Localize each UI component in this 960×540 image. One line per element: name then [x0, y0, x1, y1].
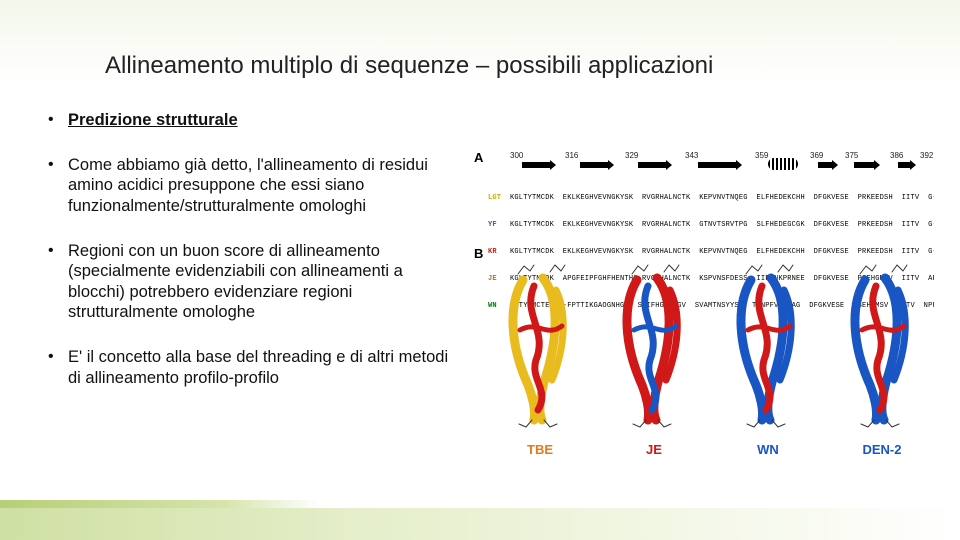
- footer-band: [0, 508, 960, 540]
- bullet-4-text: E' il concetto alla base del threading e…: [68, 348, 448, 387]
- beta-arrow-icon: [898, 160, 916, 170]
- ss-num: 329: [625, 151, 638, 160]
- slide-title: Allineamento multiplo di sequenze – poss…: [105, 52, 713, 80]
- beta-arrow-icon: [818, 160, 838, 170]
- protein-je: [602, 260, 706, 430]
- beta-arrow-icon: [854, 160, 880, 170]
- protein-label-je: JE: [602, 442, 706, 457]
- protein-ribbon: [488, 260, 592, 430]
- ss-num: 392: [920, 151, 933, 160]
- protein-label-wn: WN: [716, 442, 820, 457]
- aln-row: LGTKGLTYTMCDK EKLKEGHVEVNGKYSK RVGRHALNC…: [488, 194, 934, 203]
- panel-a-label: A: [474, 150, 483, 165]
- bullet-4: E' il concetto alla base del threading e…: [46, 347, 456, 388]
- beta-arrow-icon: [638, 160, 672, 170]
- content-column: Predizione strutturale Come abbiamo già …: [46, 110, 456, 412]
- aln-seq: KGLTYTMCDK EKLKEGHVEVNGKYSK RVGRHALNCTK …: [510, 248, 934, 257]
- protein-ribbon: [716, 260, 820, 430]
- beta-arrow-icon: [580, 160, 614, 170]
- protein-labels: TBE JE WN DEN-2: [488, 442, 934, 457]
- ss-header: 300 316 329 343 359 369 375 386 392: [510, 152, 934, 174]
- ss-num: 375: [845, 151, 858, 160]
- protein-wn: [716, 260, 820, 430]
- bullet-3: Regioni con un buon score di allineament…: [46, 241, 456, 324]
- protein-label-tbe: TBE: [488, 442, 592, 457]
- beta-arrow-icon: [698, 160, 742, 170]
- protein-tbe: [488, 260, 592, 430]
- slide: Allineamento multiplo di sequenze – poss…: [0, 0, 960, 540]
- aln-label: YF: [488, 221, 510, 230]
- protein-row: [488, 260, 934, 430]
- beta-arrow-icon: [522, 160, 556, 170]
- ss-num: 369: [810, 151, 823, 160]
- footer-accent: [0, 500, 320, 508]
- protein-den-2: [830, 260, 934, 430]
- ss-num: 300: [510, 151, 523, 160]
- bullet-list: Predizione strutturale Come abbiamo già …: [46, 110, 456, 388]
- protein-ribbon: [602, 260, 706, 430]
- protein-ribbon: [830, 260, 934, 430]
- figure: A 300 316 329 343 359 369 375 386 392 LG…: [470, 150, 940, 490]
- panel-b-label: B: [474, 246, 483, 261]
- aln-label: LGT: [488, 194, 510, 203]
- aln-label: KR: [488, 248, 510, 257]
- ss-num: 316: [565, 151, 578, 160]
- protein-label-den2: DEN-2: [830, 442, 934, 457]
- bullet-2-text: Come abbiamo già detto, l'allineamento d…: [68, 156, 428, 215]
- aln-row: YFKGLTYTMCDK EKLKEGHVEVNGKYSK RVGRHALNCT…: [488, 221, 934, 230]
- ss-num: 386: [890, 151, 903, 160]
- bullet-1-text: Predizione strutturale: [68, 111, 238, 129]
- aln-seq: KGLTYTMCDK EKLKEGHVEVNGKYSK RVGRHALNCTK …: [510, 221, 934, 230]
- ss-num: 359: [755, 151, 768, 160]
- aln-seq: KGLTYTMCDK EKLKEGHVEVNGKYSK RVGRHALNCTK …: [510, 194, 934, 203]
- alpha-helix-icon: [768, 158, 798, 170]
- bullet-3-text: Regioni con un buon score di allineament…: [68, 242, 403, 322]
- bullet-1: Predizione strutturale: [46, 110, 456, 131]
- ss-num: 343: [685, 151, 698, 160]
- aln-row: KRKGLTYTMCDK EKLKEGHVEVNGKYSK RVGRHALNCT…: [488, 248, 934, 257]
- bullet-2: Come abbiamo già detto, l'allineamento d…: [46, 155, 456, 217]
